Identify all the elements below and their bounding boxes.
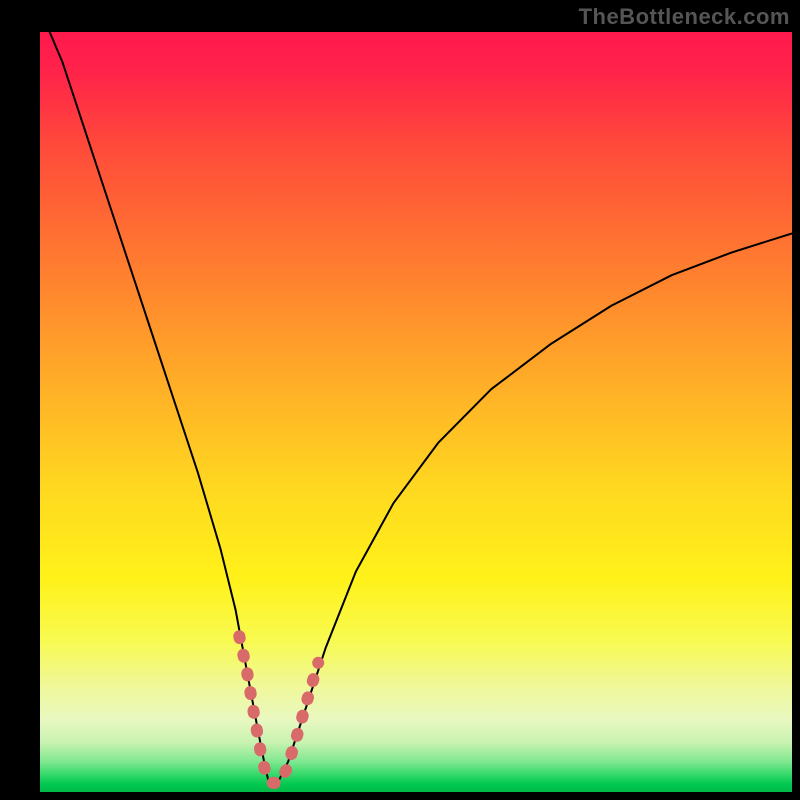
- plot-background: [40, 32, 792, 792]
- chart-svg: [0, 0, 800, 800]
- chart-container: TheBottleneck.com: [0, 0, 800, 800]
- watermark-text: TheBottleneck.com: [579, 4, 790, 30]
